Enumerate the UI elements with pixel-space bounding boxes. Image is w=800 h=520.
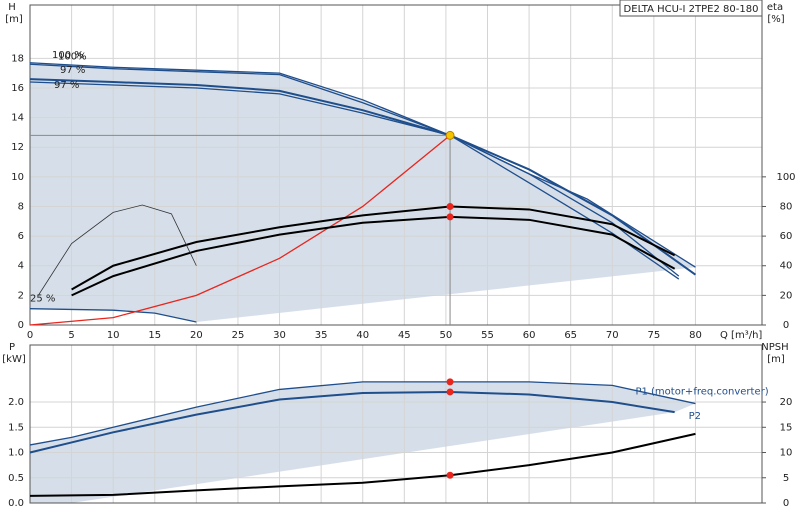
y2-axis-unit: [m] — [767, 354, 785, 365]
y-tick-label: 1.0 — [8, 448, 24, 459]
y-tick-label: 8 — [18, 201, 24, 212]
y2-tick-label: 0 — [783, 498, 789, 509]
series-line — [29, 81, 680, 277]
x-tick-label: 40 — [356, 330, 369, 341]
duty-marker — [446, 388, 454, 396]
series-line — [37, 204, 197, 296]
y2-tick-label: 20 — [780, 290, 793, 301]
x-tick-label: 75 — [647, 330, 660, 341]
x-tick-label: 0 — [27, 330, 33, 341]
series-line — [29, 390, 675, 454]
y-tick-label: 18 — [11, 53, 24, 64]
y-axis-label: H — [8, 2, 16, 13]
x-tick-label: 55 — [481, 330, 494, 341]
series-label: 97 % — [60, 65, 85, 76]
y-axis-label: P — [9, 342, 15, 353]
y2-axis-label: NPSH — [761, 342, 788, 353]
y2-axis-label: eta — [767, 2, 783, 13]
duty-marker — [446, 378, 454, 386]
series-label: P2 — [689, 411, 701, 422]
x-tick-label: 60 — [523, 330, 536, 341]
series-line — [71, 215, 676, 297]
y2-tick-label: 100 — [776, 172, 795, 183]
y-tick-label: 2.0 — [8, 397, 24, 408]
y-tick-label: 4 — [18, 261, 24, 272]
x-tick-label: 20 — [190, 330, 203, 341]
y-tick-label: 2 — [18, 290, 24, 301]
x-tick-label: 80 — [689, 330, 702, 341]
series-line — [29, 381, 696, 446]
x-tick-label: 70 — [606, 330, 619, 341]
y2-tick-label: 5 — [783, 473, 789, 484]
y-tick-label: 1.5 — [8, 422, 24, 433]
y-tick-label: 12 — [11, 142, 24, 153]
y-tick-label: 14 — [11, 113, 24, 124]
x-tick-label: 65 — [564, 330, 577, 341]
y2-tick-label: 60 — [780, 231, 793, 242]
plot-frame — [29, 4, 763, 326]
series-label: P1 (motor+freq.converter) — [635, 387, 768, 398]
x-tick-label: 10 — [107, 330, 120, 341]
y-axis-unit: [m] — [5, 14, 23, 25]
x-tick-label: 15 — [148, 330, 161, 341]
y-tick-label: 0 — [18, 320, 24, 331]
series-line — [29, 432, 696, 497]
y2-axis-unit: [%] — [767, 14, 784, 25]
y2-tick-label: 20 — [780, 397, 793, 408]
chart-title: DELTA HCU-I 2TPE2 80-180 — [624, 4, 759, 15]
y2-tick-label: 40 — [780, 261, 793, 272]
y-tick-label: 0.5 — [8, 473, 24, 484]
series-label: 97 % — [54, 80, 79, 91]
y-tick-label: 10 — [11, 172, 24, 183]
series-line — [29, 78, 697, 276]
duty-marker — [446, 471, 454, 479]
y-axis-unit: [kW] — [2, 354, 26, 365]
x-tick-label: 25 — [232, 330, 245, 341]
y-tick-label: 0.0 — [8, 498, 24, 509]
x-tick-label: 30 — [273, 330, 286, 341]
y-tick-label: 16 — [11, 83, 24, 94]
x-tick-label: 45 — [398, 330, 411, 341]
duty-marker — [446, 213, 454, 221]
series-label: 100% — [58, 51, 87, 62]
x-tick-label: 35 — [315, 330, 328, 341]
series-line — [29, 63, 680, 280]
y-tick-label: 6 — [18, 231, 24, 242]
duty-marker — [446, 202, 454, 210]
y2-tick-label: 10 — [780, 448, 793, 459]
series-label: 25 % — [30, 294, 55, 305]
series-line — [71, 205, 676, 291]
plot-frame — [29, 344, 763, 504]
y2-tick-label: 80 — [780, 201, 793, 212]
y2-tick-label: 0 — [783, 320, 789, 331]
series-label: 100 % — [52, 50, 84, 61]
series-line — [29, 134, 451, 326]
x-tick-label: 50 — [440, 330, 453, 341]
operating-point — [445, 130, 455, 140]
x-axis-label: Q [m³/h] — [720, 330, 762, 341]
y2-tick-label: 15 — [780, 422, 793, 433]
x-tick-label: 5 — [68, 330, 74, 341]
title-box — [619, 0, 763, 17]
